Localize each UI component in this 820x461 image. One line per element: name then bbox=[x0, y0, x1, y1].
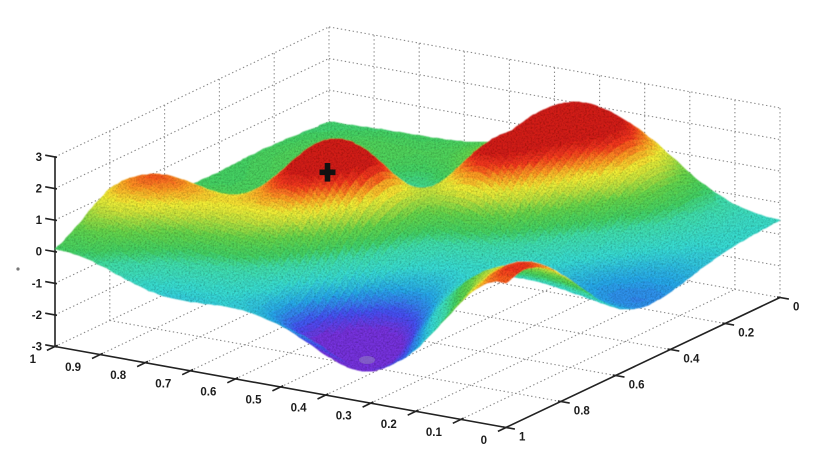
svg-text:0.1: 0.1 bbox=[426, 427, 443, 439]
svg-text:0.7: 0.7 bbox=[155, 378, 171, 390]
svg-text:-2: -2 bbox=[32, 310, 42, 322]
svg-text:0.9: 0.9 bbox=[65, 362, 81, 374]
svg-text:0.5: 0.5 bbox=[246, 395, 263, 407]
svg-text:0: 0 bbox=[36, 247, 42, 259]
svg-text:0.8: 0.8 bbox=[574, 406, 591, 418]
svg-text:3: 3 bbox=[36, 152, 42, 164]
svg-text:-1: -1 bbox=[32, 278, 43, 290]
svg-text:0.4: 0.4 bbox=[683, 354, 700, 366]
svg-text:0.6: 0.6 bbox=[629, 380, 645, 392]
svg-text:1: 1 bbox=[30, 354, 37, 366]
svg-text:-3: -3 bbox=[32, 342, 42, 354]
svg-text:0.3: 0.3 bbox=[336, 411, 352, 423]
svg-text:0.6: 0.6 bbox=[200, 386, 216, 398]
svg-text:0: 0 bbox=[481, 435, 487, 447]
svg-text:1: 1 bbox=[519, 432, 526, 444]
svg-text:0.2: 0.2 bbox=[381, 419, 397, 431]
svg-text:0: 0 bbox=[793, 302, 799, 314]
svg-text:2: 2 bbox=[36, 184, 42, 196]
svg-text:1: 1 bbox=[36, 215, 43, 227]
svg-text:0.8: 0.8 bbox=[110, 370, 127, 382]
svg-text:0.2: 0.2 bbox=[738, 328, 754, 340]
svg-text:0.4: 0.4 bbox=[291, 403, 308, 415]
